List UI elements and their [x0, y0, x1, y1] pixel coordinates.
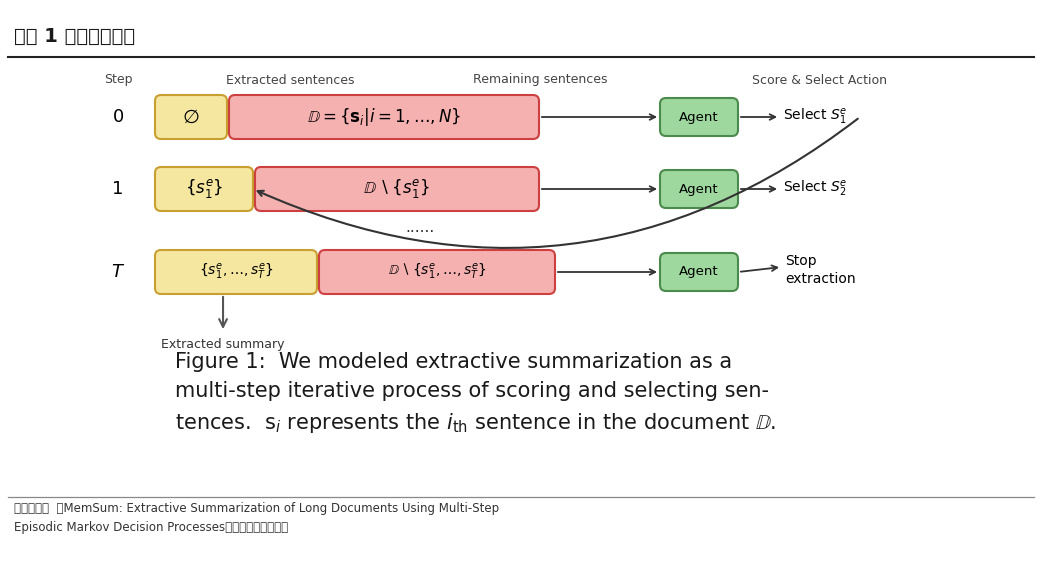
Text: Extracted sentences: Extracted sentences	[226, 74, 354, 87]
Text: 1: 1	[113, 180, 124, 198]
Text: 图表 1 模型迭代步骤: 图表 1 模型迭代步骤	[14, 27, 135, 46]
Text: Select $S_1^e$: Select $S_1^e$	[783, 107, 847, 127]
FancyBboxPatch shape	[660, 98, 738, 136]
Text: $\varnothing$: $\varnothing$	[182, 108, 200, 126]
Text: Step: Step	[104, 74, 132, 87]
Text: ......: ......	[405, 219, 435, 235]
Text: $\mathbb{D} \setminus \{s_1^e\}$: $\mathbb{D} \setminus \{s_1^e\}$	[364, 177, 430, 201]
Text: Score & Select Action: Score & Select Action	[752, 74, 888, 87]
Text: Agent: Agent	[679, 183, 719, 196]
Text: 0: 0	[113, 108, 124, 126]
FancyBboxPatch shape	[660, 253, 738, 291]
FancyBboxPatch shape	[155, 95, 227, 139]
Text: Stop
extraction: Stop extraction	[785, 255, 855, 286]
FancyBboxPatch shape	[155, 167, 253, 211]
Text: Agent: Agent	[679, 111, 719, 124]
Text: Remaining sentences: Remaining sentences	[473, 74, 607, 87]
Text: Figure 1:  We modeled extractive summarization as a
multi-step iterative process: Figure 1: We modeled extractive summariz…	[175, 352, 776, 435]
Text: $\{s_1^e,\ldots,s_T^e\}$: $\{s_1^e,\ldots,s_T^e\}$	[199, 262, 273, 282]
Text: $T$: $T$	[110, 263, 125, 281]
Text: Agent: Agent	[679, 265, 719, 278]
FancyBboxPatch shape	[155, 250, 317, 294]
Text: 资料来源：  《MemSum: Extractive Summarization of Long Documents Using Multi-Step
Epis: 资料来源： 《MemSum: Extractive Summarization …	[14, 502, 499, 534]
Text: $\mathbb{D} = \{\mathbf{s}_i | i = 1,\ldots,N\}$: $\mathbb{D} = \{\mathbf{s}_i | i = 1,\ld…	[306, 106, 462, 128]
FancyBboxPatch shape	[229, 95, 539, 139]
Text: Extracted summary: Extracted summary	[162, 338, 284, 351]
FancyBboxPatch shape	[319, 250, 555, 294]
FancyBboxPatch shape	[660, 170, 738, 208]
Text: Select $S_2^e$: Select $S_2^e$	[783, 179, 847, 199]
Text: $\mathbb{D} \setminus \{s_1^e,\ldots,s_T^e\}$: $\mathbb{D} \setminus \{s_1^e,\ldots,s_T…	[388, 262, 487, 282]
FancyBboxPatch shape	[255, 167, 539, 211]
Text: $\{s_1^e\}$: $\{s_1^e\}$	[184, 177, 223, 201]
